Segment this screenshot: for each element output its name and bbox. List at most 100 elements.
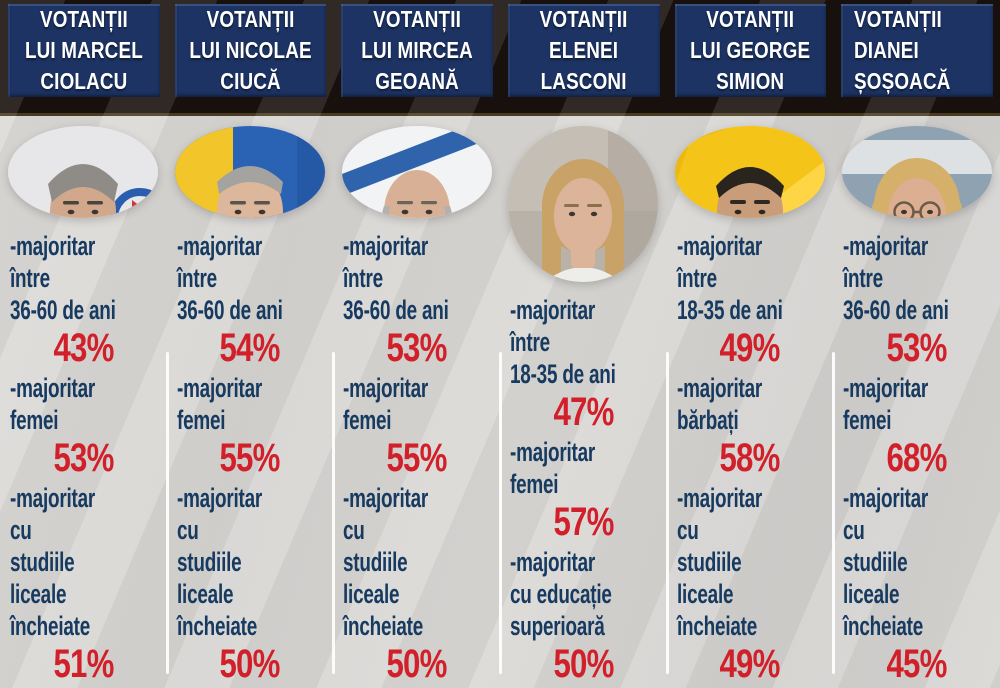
candidate-header: VOTANȚII LUI GEORGE SIMION bbox=[674, 4, 827, 97]
stat-label: -majoritar femei bbox=[10, 373, 96, 435]
eye bbox=[234, 209, 242, 215]
stat-label: -majoritar bărbați bbox=[676, 373, 762, 435]
flag-dark-blue-band bbox=[296, 126, 325, 218]
eyebrow bbox=[63, 201, 80, 205]
candidate-stats: -majoritar între 18-35 de ani 47% -major… bbox=[500, 294, 667, 688]
stat-item: -majoritar femei 68% bbox=[833, 372, 1000, 480]
stat-value: 54% bbox=[219, 326, 281, 370]
stat-value: 68% bbox=[886, 436, 948, 480]
eye bbox=[569, 211, 576, 217]
candidate-portrait-illustration bbox=[174, 126, 325, 218]
stat-item: -majoritar între 36-60 de ani 54% bbox=[167, 230, 334, 370]
candidate-portrait-illustration bbox=[8, 126, 159, 218]
eyebrow bbox=[729, 200, 746, 204]
eye bbox=[734, 209, 742, 215]
stat-label: -majoritar cu studiile liceale încheiate bbox=[176, 483, 262, 641]
eyebrow bbox=[587, 204, 603, 207]
stat-item: -majoritar între 18-35 de ani 49% bbox=[667, 230, 834, 370]
candidate-header-label: VOTANȚII LUI GEORGE SIMION bbox=[690, 6, 811, 94]
candidate-header-label: VOTANȚII LUI MIRCEA GEOANĂ bbox=[361, 6, 473, 94]
eye bbox=[258, 209, 266, 215]
eye bbox=[401, 209, 409, 215]
stat-label: -majoritar între 36-60 de ani bbox=[176, 231, 283, 325]
stat-item: -majoritar femei 57% bbox=[500, 436, 667, 544]
stat-item: -majoritar bărbați 58% bbox=[667, 372, 834, 480]
stat-value: 51% bbox=[53, 642, 114, 686]
stat-item: -majoritar cu studiile liceale încheiate… bbox=[0, 482, 167, 686]
candidate-stats: -majoritar între 36-60 de ani 53% -major… bbox=[833, 230, 1000, 688]
stat-item: -majoritar cu studiile liceale încheiate… bbox=[667, 482, 834, 686]
stat-item: -majoritar cu studiile liceale încheiate… bbox=[333, 482, 500, 686]
stat-item: -majoritar femei 53% bbox=[0, 372, 167, 480]
eyebrow bbox=[420, 201, 437, 205]
eye bbox=[591, 211, 598, 217]
face bbox=[554, 178, 613, 254]
stat-label: -majoritar între 18-35 de ani bbox=[676, 231, 783, 325]
eye bbox=[900, 209, 907, 215]
stat-value: 50% bbox=[553, 642, 614, 686]
candidate-stats: -majoritar între 36-60 de ani 43% -major… bbox=[0, 230, 167, 688]
stat-label: -majoritar femei bbox=[509, 437, 596, 499]
stat-item: -majoritar între 18-35 de ani 47% bbox=[500, 294, 667, 434]
stat-item: -majoritar între 36-60 de ani 53% bbox=[833, 230, 1000, 370]
stat-label: -majoritar femei bbox=[176, 373, 262, 435]
stat-item: -majoritar cu studiile liceale încheiate… bbox=[167, 482, 334, 686]
candidate-photo bbox=[841, 126, 992, 218]
candidate-portrait-illustration bbox=[341, 126, 492, 218]
candidate-portrait-illustration bbox=[841, 126, 992, 218]
stat-item: -majoritar femei 55% bbox=[333, 372, 500, 480]
stat-label: -majoritar între 36-60 de ani bbox=[343, 231, 450, 325]
column-divider bbox=[332, 352, 336, 674]
candidate-header-label: VOTANȚII LUI MARCEL CIOLACU bbox=[24, 6, 143, 94]
candidate-header: VOTANȚII LUI MARCEL CIOLACU bbox=[8, 4, 160, 97]
hair bbox=[216, 166, 283, 194]
candidate-header: VOTANȚII ELENEI LASCONI bbox=[507, 4, 660, 97]
eyebrow bbox=[229, 201, 246, 205]
stat-value: 47% bbox=[553, 390, 614, 434]
column-simion: VOTANȚII LUI GEORGE SIMION bbox=[667, 0, 836, 688]
candidate-header: VOTANȚII LUI NICOLAE CIUCĂ bbox=[174, 4, 327, 97]
blouse bbox=[544, 268, 622, 282]
stat-value: 53% bbox=[886, 326, 948, 370]
logo-ring bbox=[110, 188, 159, 218]
candidate-portrait-illustration bbox=[508, 126, 659, 282]
eye bbox=[67, 209, 75, 215]
stat-value: 49% bbox=[719, 326, 781, 370]
stat-value: 50% bbox=[219, 642, 281, 686]
candidate-header-label: VOTANȚII LUI NICOLAE CIUCĂ bbox=[189, 6, 312, 94]
stat-value: 55% bbox=[386, 436, 448, 480]
stat-label: -majoritar cu educație superioară bbox=[509, 547, 612, 641]
stat-label: -majoritar cu studiile liceale încheiate bbox=[843, 483, 929, 641]
column-geoana: VOTANȚII LUI MIRCEA GEOANĂ bbox=[333, 0, 502, 688]
stat-value: 55% bbox=[219, 436, 281, 480]
stat-item: -majoritar între 36-60 de ani 43% bbox=[0, 230, 167, 370]
candidate-portrait-illustration bbox=[674, 126, 825, 218]
stat-value: 58% bbox=[719, 436, 781, 480]
candidate-stats: -majoritar între 18-35 de ani 49% -major… bbox=[667, 230, 834, 688]
candidate-photo bbox=[341, 126, 492, 218]
candidate-header-label: VOTANȚII DIANEI ȘOȘOACĂ bbox=[854, 6, 951, 94]
eyebrow bbox=[753, 200, 770, 204]
hair bbox=[715, 167, 784, 198]
stat-label: -majoritar între 36-60 de ani bbox=[843, 231, 949, 325]
hair bbox=[48, 164, 119, 202]
column-divider bbox=[498, 352, 502, 674]
candidate-photo bbox=[674, 126, 825, 218]
hair-fringe bbox=[885, 177, 948, 200]
eyebrow bbox=[396, 201, 413, 205]
stat-label: -majoritar femei bbox=[343, 373, 429, 435]
candidate-header: VOTANȚII DIANEI ȘOȘOACĂ bbox=[841, 4, 993, 97]
stat-label: -majoritar între 36-60 de ani bbox=[10, 231, 116, 325]
candidate-photo bbox=[508, 126, 659, 282]
candidate-photo bbox=[174, 126, 325, 218]
eyebrow bbox=[564, 204, 580, 207]
candidate-stats: -majoritar între 36-60 de ani 53% -major… bbox=[333, 230, 500, 688]
stat-item: -majoritar între 36-60 de ani 53% bbox=[333, 230, 500, 370]
eye bbox=[425, 209, 433, 215]
diagonal-stripe bbox=[341, 126, 492, 196]
stat-label: -majoritar cu studiile liceale încheiate bbox=[10, 483, 96, 641]
stat-value: 57% bbox=[553, 500, 614, 544]
column-divider bbox=[665, 352, 669, 674]
candidate-stats: -majoritar între 36-60 de ani 54% -major… bbox=[167, 230, 334, 688]
